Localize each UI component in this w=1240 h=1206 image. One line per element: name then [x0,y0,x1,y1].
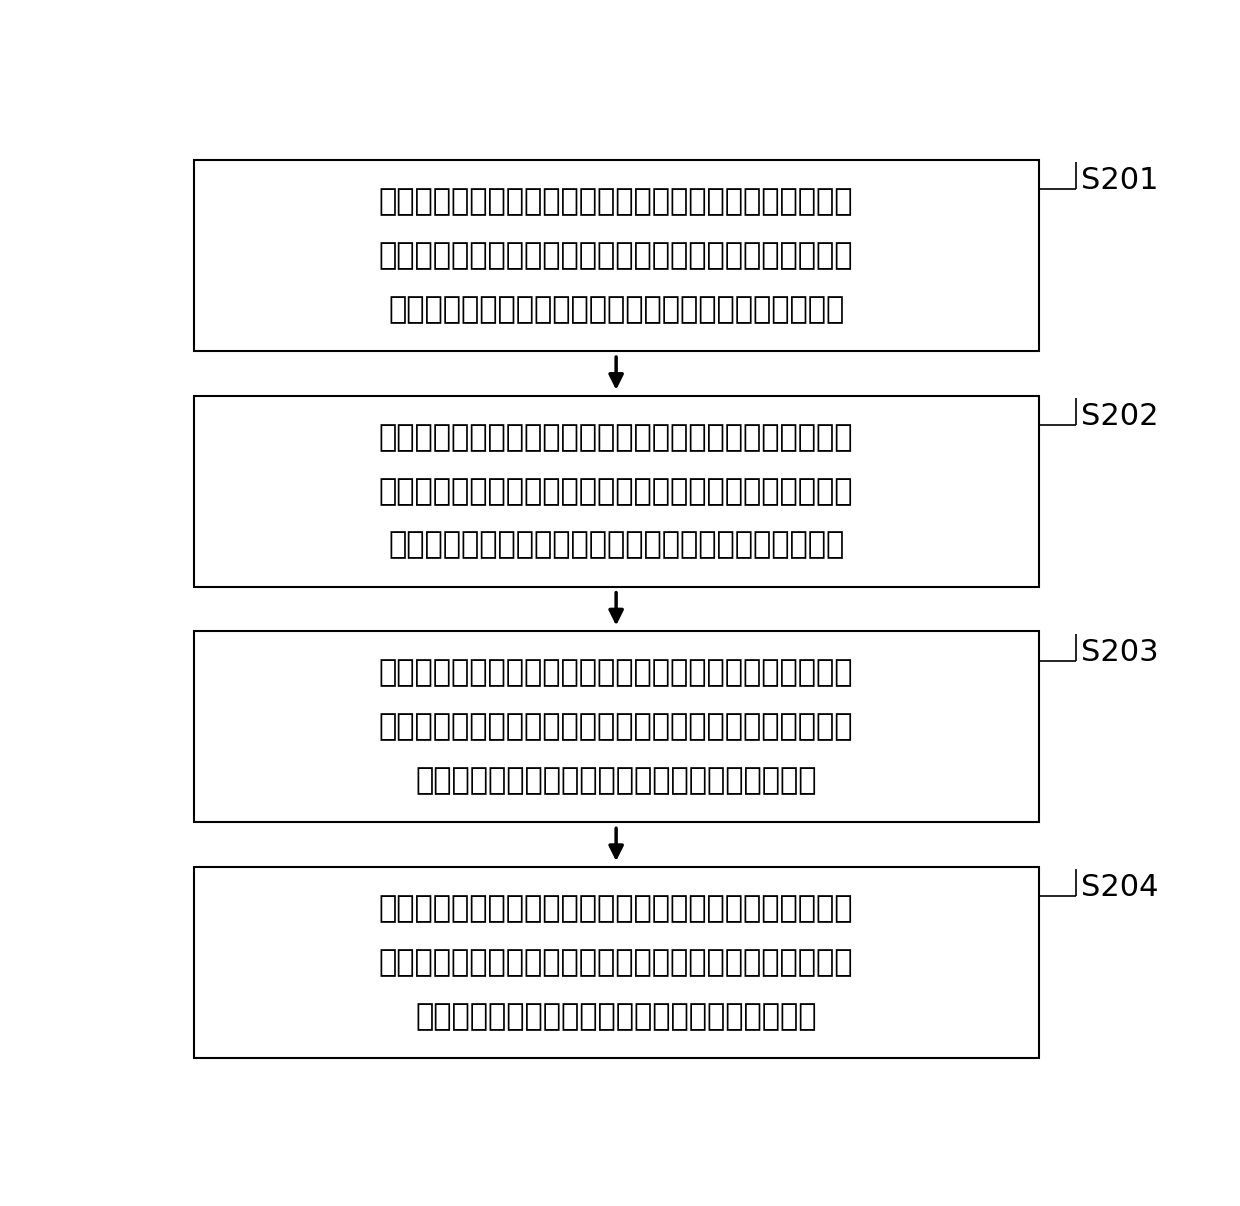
Text: 预设道具的关联参数的参数值减少所述第一减少量: 预设道具的关联参数的参数值减少所述第一减少量 [415,766,817,795]
Text: 预设道具的关联参数的参数值减少所述第二减少量的一半: 预设道具的关联参数的参数值减少所述第二减少量的一半 [388,531,844,560]
Text: S201: S201 [1081,166,1158,195]
Text: 当所述预设道具的属性信息为所述预设道具没有关联性护卫: 当所述预设道具的属性信息为所述预设道具没有关联性护卫 [379,658,853,687]
Text: S204: S204 [1081,873,1158,902]
Bar [193,867,1039,1058]
Text: 当所述预设道具的属性信息为所述预设道具没有关联性护卫: 当所述预设道具的属性信息为所述预设道具没有关联性护卫 [379,894,853,923]
Text: 预设道具的关联参数的参数值减少所述第一减少量的一半: 预设道具的关联参数的参数值减少所述第一减少量的一半 [388,295,844,324]
Bar [193,632,1039,822]
Text: S203: S203 [1081,638,1158,667]
Bar [193,396,1039,586]
Text: S202: S202 [1081,402,1158,431]
Text: 道具且所述攻击性道具的类型为第二攻击性道具时，将所述: 道具且所述攻击性道具的类型为第二攻击性道具时，将所述 [379,948,853,977]
Text: 道具且所述攻击性道具的类型为第一攻击性道具时，将所述: 道具且所述攻击性道具的类型为第一攻击性道具时，将所述 [379,241,853,270]
Text: 当所述预设道具的属性信息为所述预设道具具有关联性护卫: 当所述预设道具的属性信息为所述预设道具具有关联性护卫 [379,187,853,216]
Text: 当所述预设道具的属性信息为所述预设道具具有关联性护卫: 当所述预设道具的属性信息为所述预设道具具有关联性护卫 [379,423,853,452]
Text: 预设道具的关联参数的参数值减少所述第二减少量: 预设道具的关联参数的参数值减少所述第二减少量 [415,1002,817,1031]
Text: 道具且所述攻击性道具的类型为第一攻击性道具时，将所述: 道具且所述攻击性道具的类型为第一攻击性道具时，将所述 [379,713,853,742]
Bar [193,160,1039,351]
Text: 道具且所述攻击性道具的类型为第二攻击性道具时，将所述: 道具且所述攻击性道具的类型为第二攻击性道具时，将所述 [379,476,853,505]
